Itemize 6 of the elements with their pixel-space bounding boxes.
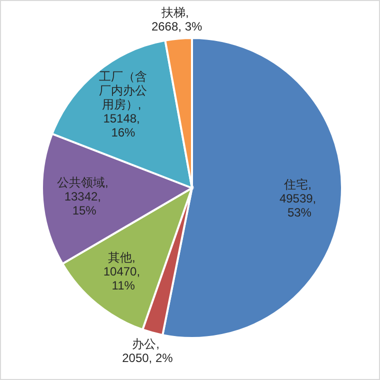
slice-label: 工厂（含厂内办公用房）, 15148, 16% bbox=[99, 70, 148, 140]
slice-label: 住宅, 49539, 53% bbox=[279, 178, 320, 220]
slice-label: 公共领域, 13342, 15% bbox=[57, 176, 112, 218]
slice-label: 扶梯, 2668, 3% bbox=[151, 6, 202, 34]
slice-label: 其他, 10470, 11% bbox=[103, 250, 144, 292]
slice-label: 办公, 2050, 2% bbox=[122, 337, 174, 366]
